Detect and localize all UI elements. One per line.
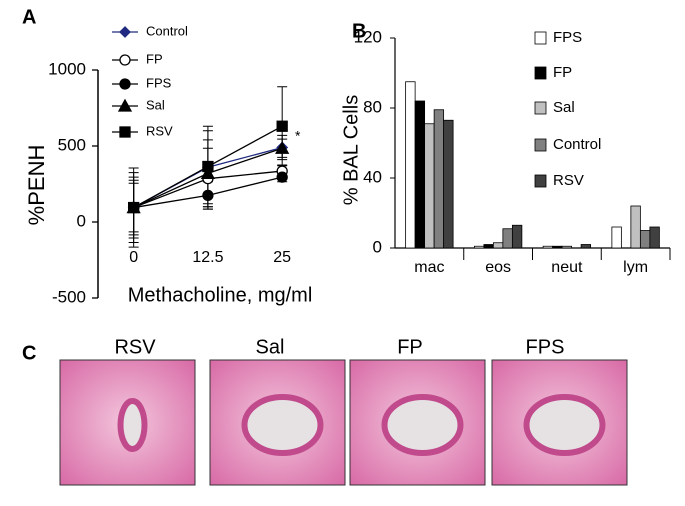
legend-swatch [534, 31, 547, 45]
x-tick-label: lym [623, 259, 648, 276]
y-axis-label: %PENH [24, 145, 49, 226]
legend-label: FPS [146, 75, 172, 90]
x-tick-label: eos [485, 259, 511, 276]
marker [202, 189, 214, 202]
bar [511, 224, 523, 249]
legend-marker [119, 126, 131, 138]
bar [611, 226, 622, 249]
marker [276, 120, 288, 132]
legend-label: RSV [146, 123, 173, 138]
image-title: RSV [114, 336, 156, 358]
legend-label: Sal [553, 99, 575, 116]
legend-label: Control [146, 23, 188, 38]
bar [580, 244, 592, 249]
bar [639, 230, 651, 249]
x-tick-label: 12.5 [192, 249, 223, 266]
panel-label: A [22, 6, 36, 28]
bar [483, 244, 494, 249]
legend-marker [119, 26, 131, 38]
y-tick-label: 1000 [48, 59, 86, 78]
legend-swatch [534, 174, 547, 188]
legend-swatch [534, 138, 547, 152]
marker [202, 160, 214, 173]
legend-swatch [534, 101, 547, 115]
marker [200, 166, 216, 180]
image-title: FPS [526, 336, 565, 358]
panel-label: C [22, 342, 36, 364]
y-tick-label: 500 [58, 135, 86, 154]
marker [127, 201, 140, 214]
legend-swatch [534, 66, 547, 80]
bar [473, 245, 485, 249]
x-tick-label: neut [551, 259, 583, 276]
legend-label: Control [553, 136, 601, 153]
legend-label: Sal [146, 97, 165, 112]
legend-label: FP [146, 51, 163, 66]
bar [424, 123, 435, 249]
bar [649, 226, 660, 249]
image-title: Sal [256, 336, 285, 358]
bar [414, 100, 426, 249]
bar [561, 245, 573, 249]
bar [433, 109, 445, 249]
bar [492, 242, 504, 249]
x-axis-label: Methacholine, mg/ml [128, 284, 313, 306]
legend-marker [117, 98, 133, 112]
bar [502, 228, 513, 249]
bar [552, 245, 563, 249]
y-axis-label: % BAL Cells [340, 95, 362, 205]
legend-marker [119, 54, 131, 66]
marker [275, 140, 290, 154]
x-tick-label: 0 [129, 249, 138, 266]
annotation: * [295, 128, 301, 144]
airway-lumen [523, 394, 606, 456]
y-tick-label: 0 [77, 211, 86, 230]
bar [542, 245, 554, 249]
legend-label: FPS [553, 29, 582, 46]
x-tick-label: mac [414, 259, 444, 276]
marker [276, 171, 288, 183]
y-tick-label: 40 [363, 167, 382, 186]
legend-label: RSV [553, 172, 584, 189]
bar [405, 81, 416, 249]
airway-lumen [241, 394, 324, 456]
image-title: FP [397, 336, 423, 358]
panel-label: B [352, 20, 366, 42]
airway-lumen [117, 398, 148, 452]
y-tick-label: 120 [354, 27, 382, 46]
bar [443, 119, 454, 249]
y-tick-label: 0 [373, 237, 382, 256]
y-tick-label: 80 [363, 97, 382, 116]
legend-label: FP [553, 64, 572, 81]
legend-marker [119, 78, 131, 90]
airway-lumen [381, 394, 464, 456]
y-tick-label: -500 [52, 287, 86, 306]
x-tick-label: 25 [273, 249, 291, 266]
bar [630, 205, 641, 249]
